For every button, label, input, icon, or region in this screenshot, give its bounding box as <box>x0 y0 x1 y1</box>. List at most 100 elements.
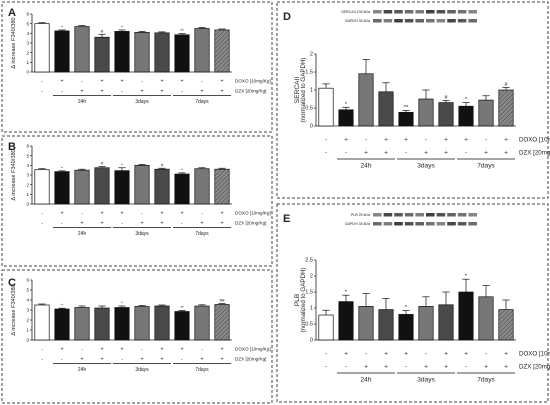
y-tick-label: 4 <box>26 298 29 303</box>
y-axis-label-sub: (normalized to GAPDH) <box>300 268 307 333</box>
treatment-sign: - <box>81 347 83 353</box>
treatment-sign: + <box>200 89 203 95</box>
group-label: 7days <box>477 377 495 384</box>
bar <box>478 99 494 127</box>
treatment-sign: + <box>160 79 163 85</box>
blot-band <box>426 213 435 217</box>
panel-frame <box>276 203 549 403</box>
treatment-sign: + <box>80 357 83 363</box>
treatment-sign: + <box>140 357 143 363</box>
treatment-sign: - <box>345 364 347 371</box>
treatment-sign: - <box>81 211 83 217</box>
bar <box>338 109 354 127</box>
treatment-sign: + <box>220 211 223 217</box>
treatment-sign: + <box>384 150 388 157</box>
treatment-sign: - <box>41 347 43 353</box>
bar <box>134 306 150 341</box>
treatment-sign: + <box>160 347 163 353</box>
treatment-sign: - <box>325 351 327 358</box>
treatment-sign: - <box>201 211 203 217</box>
treatment-sign: + <box>120 79 123 85</box>
bar <box>214 304 230 341</box>
significance-mark: * <box>121 301 123 306</box>
treatment-sign: + <box>384 137 388 144</box>
panel-frame <box>1 269 273 404</box>
group-label: 7days <box>477 163 495 170</box>
bar <box>114 307 130 341</box>
treatment-sign: + <box>140 221 143 227</box>
y-tick-label: 1 <box>26 60 29 65</box>
panel-letter: B <box>8 141 16 153</box>
bar <box>94 167 110 205</box>
blot-band <box>426 10 435 14</box>
y-tick-label: 0 <box>26 70 29 75</box>
treatment-sign: - <box>41 221 43 227</box>
group-label: 3days <box>417 163 435 170</box>
treatment-row-label: DOXO [10mg/Kg] <box>519 137 550 144</box>
treatment-sign: - <box>41 211 43 217</box>
panel-frame <box>276 1 549 199</box>
blot-band <box>457 222 467 226</box>
treatment-row-label: DZX [20mg/Kg] <box>235 89 266 94</box>
treatment-sign: + <box>504 150 508 157</box>
treatment-sign: - <box>365 137 367 144</box>
treatment-sign: + <box>100 221 103 227</box>
significance-mark: * <box>181 167 183 172</box>
bar <box>74 26 90 73</box>
blot-band <box>404 19 414 23</box>
y-tick-label: 1.5 <box>305 290 313 296</box>
western-blot: PLB 25 kDa GAPDH 35 kDa <box>345 213 477 226</box>
treatment-sign: - <box>405 364 407 371</box>
bar <box>194 305 210 341</box>
treatment-sign: - <box>485 351 487 358</box>
treatment-sign: + <box>344 351 348 358</box>
significance-mark: * <box>465 274 468 280</box>
treatment-sign: + <box>160 221 163 227</box>
treatment-sign: + <box>60 347 63 353</box>
blot-label-target: SERCAII 100 kDa <box>341 10 370 14</box>
treatment-sign: - <box>405 150 407 157</box>
y-tick-label: 5 <box>26 21 29 26</box>
y-tick-label: 0 <box>26 202 29 207</box>
bar <box>438 102 454 127</box>
treatment-sign: + <box>180 347 183 353</box>
treatment-sign: - <box>201 347 203 353</box>
blot-band <box>436 10 446 14</box>
blot-band <box>468 10 477 14</box>
significance-mark: * <box>61 303 63 308</box>
y-tick-label: 2 <box>26 318 29 323</box>
blot-band <box>415 19 424 23</box>
bar <box>214 29 230 73</box>
y-axis-label: Δ increase F340/380 <box>11 149 17 200</box>
bar <box>34 304 50 341</box>
significance-mark: # <box>101 161 104 166</box>
y-tick-label: 6 <box>26 278 29 283</box>
treatment-sign: + <box>484 364 488 371</box>
treatment-sign: + <box>100 357 103 363</box>
treatment-row-label: DOXO [10mg/Kg] <box>235 211 271 216</box>
bar <box>194 168 210 205</box>
treatment-sign: + <box>424 364 428 371</box>
bar <box>358 306 374 341</box>
treatment-sign: + <box>200 221 203 227</box>
y-tick-label: 2 <box>310 52 313 58</box>
blot-band <box>383 213 393 217</box>
treatment-sign: + <box>80 89 83 95</box>
bar <box>34 23 50 73</box>
treatment-sign: + <box>220 89 223 95</box>
treatment-sign: + <box>60 79 63 85</box>
bar <box>398 111 414 127</box>
treatment-sign: + <box>60 211 63 217</box>
bar <box>458 105 474 127</box>
group-label: 3days <box>135 231 149 237</box>
treatment-sign: - <box>465 150 467 157</box>
blot-band <box>426 222 435 226</box>
group-label: 3days <box>417 377 435 384</box>
treatment-sign: + <box>504 351 508 358</box>
bar <box>154 168 170 205</box>
treatment-row-label: DZX [20mg/Kg] <box>519 150 550 157</box>
treatment-sign: + <box>504 364 508 371</box>
blot-band <box>436 19 446 23</box>
